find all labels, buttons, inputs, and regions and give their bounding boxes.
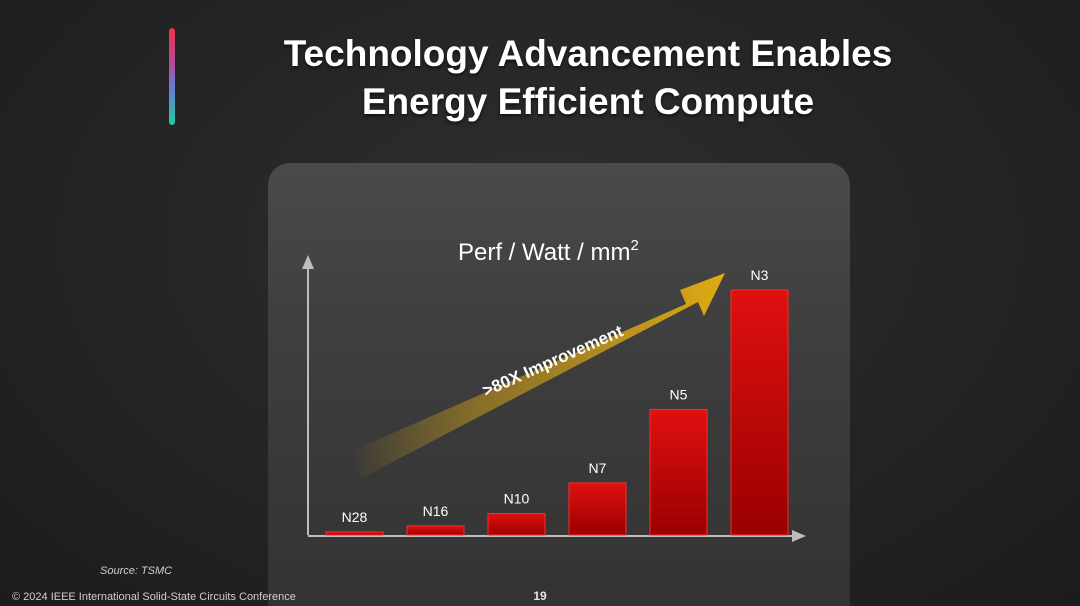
bar-label-n5: N5 — [670, 386, 688, 402]
bar-label-n7: N7 — [589, 460, 607, 476]
chart-title-text: Perf / Watt / mm — [458, 239, 630, 266]
improvement-label: >80X Improvement — [480, 321, 627, 400]
bar-n28 — [325, 531, 384, 536]
title-line-2: Energy Efficient Compute — [361, 81, 815, 122]
perf-per-watt-chart: Perf / Watt / mm2 >80X Improvement N28 N1… — [302, 237, 806, 542]
chart-title: Perf / Watt / mm2 — [458, 237, 639, 266]
footer-copyright: © 2024 IEEE International Solid-State Ci… — [12, 591, 296, 603]
y-axis-arrowhead — [302, 255, 314, 269]
bar-n5 — [649, 408, 708, 536]
page-number: 19 — [533, 589, 547, 603]
improvement-arrow-shape — [350, 273, 725, 478]
source-note: Source: TSMC — [100, 565, 173, 577]
bar-n10 — [487, 513, 546, 536]
bar-label-n16: N16 — [423, 503, 449, 519]
bar-labels: N28 N16 N10 N7 N5 N3 — [342, 267, 769, 525]
chart-title-superscript: 2 — [630, 237, 638, 254]
x-axis-arrowhead — [792, 530, 806, 542]
title-line-1: Technology Advancement Enables — [283, 33, 893, 74]
bar-label-n10: N10 — [504, 491, 530, 507]
title-accent-bar — [169, 28, 175, 125]
bar-n7 — [568, 482, 627, 536]
bar-series — [325, 289, 789, 536]
slide-title: Technology Advancement Enables Energy Ef… — [150, 30, 1026, 126]
bar-label-n28: N28 — [342, 509, 368, 525]
bar-n3 — [730, 289, 789, 536]
bar-label-n3: N3 — [751, 267, 769, 283]
bar-n16 — [406, 525, 465, 536]
